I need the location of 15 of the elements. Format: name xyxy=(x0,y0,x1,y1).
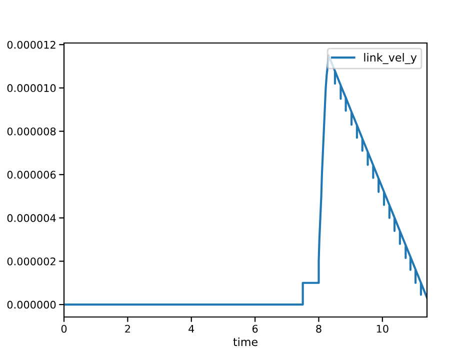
x-tick-label: 4 xyxy=(188,324,194,333)
x-tick-label: 10 xyxy=(376,324,388,333)
legend-label: link_vel_y xyxy=(364,53,417,64)
y-tick-label: 0.000004 xyxy=(7,214,56,222)
y-tick-label: 0.000006 xyxy=(7,170,56,179)
y-tick-label: 0.000010 xyxy=(7,84,56,92)
y-tick-label: 0.000000 xyxy=(7,300,56,309)
y-tick-label: 0.000002 xyxy=(7,257,56,266)
y-tick-label: 0.000012 xyxy=(7,40,56,49)
x-tick-label: 6 xyxy=(252,324,258,333)
x-axis-title: time xyxy=(233,338,258,346)
x-tick-label: 2 xyxy=(125,324,130,333)
x-tick-label: 0 xyxy=(61,324,67,333)
y-tick-label: 0.000008 xyxy=(7,127,56,136)
x-tick-label: 8 xyxy=(316,324,322,333)
